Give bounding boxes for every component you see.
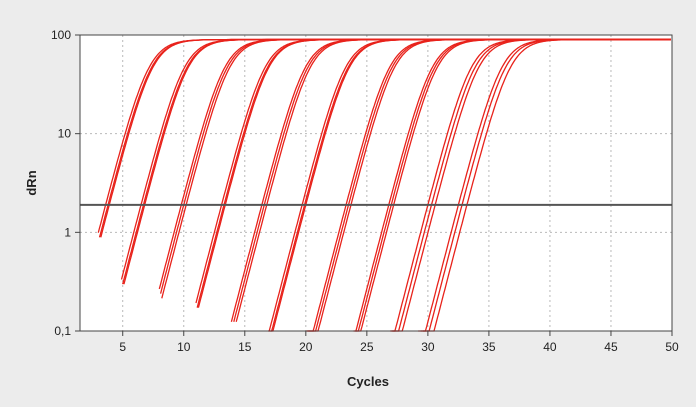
x-tick-label: 5 [119,340,126,354]
x-axis-ticks: 5 10 15 20 25 30 35 40 45 50 [119,331,679,354]
y-tick-label: 10 [58,127,72,141]
x-tick-label: 30 [421,340,435,354]
x-tick-label: 10 [177,340,191,354]
x-tick-label: 15 [238,340,252,354]
x-tick-label: 45 [604,340,618,354]
y-tick-label: 1 [64,225,71,239]
y-tick-label: 100 [51,28,71,42]
y-axis-title: dRn [24,170,39,195]
x-axis-title: Cycles [347,374,389,389]
plot-frame [79,34,673,332]
x-tick-label: 50 [665,340,679,354]
plot-area [80,35,672,331]
x-tick-label: 40 [543,340,557,354]
amplification-curve [423,38,671,332]
y-tick-label: 0,1 [54,324,71,338]
x-tick-label: 35 [482,340,496,354]
y-axis-ticks: 0,1 1 10 100 [51,28,80,338]
x-tick-label: 25 [360,340,374,354]
x-tick-label: 20 [299,340,313,354]
amplification-curves [97,38,671,332]
